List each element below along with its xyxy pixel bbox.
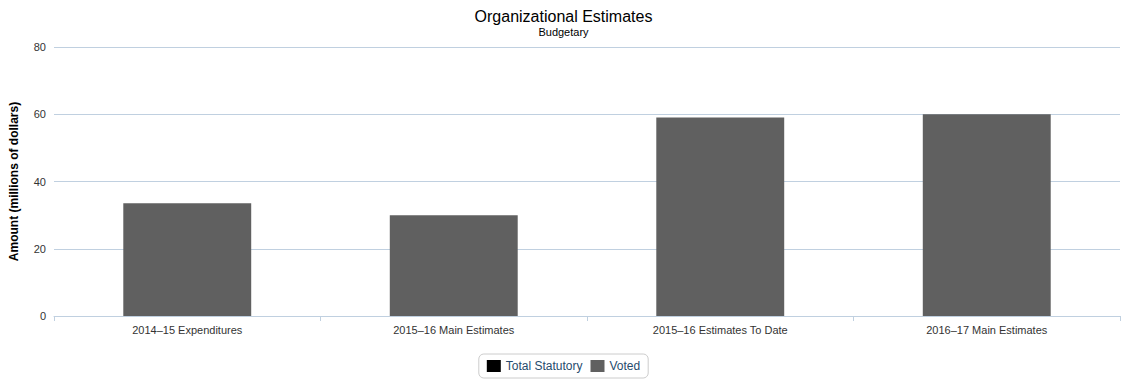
svg-text:Amount (millions of dollars): Amount (millions of dollars) <box>7 102 21 261</box>
svg-text:80: 80 <box>34 41 46 53</box>
svg-text:2016–17 Main Estimates: 2016–17 Main Estimates <box>926 324 1048 336</box>
svg-text:Budgetary: Budgetary <box>538 26 589 38</box>
svg-text:0: 0 <box>40 310 46 322</box>
svg-text:2014–15 Expenditures: 2014–15 Expenditures <box>132 324 243 336</box>
svg-text:40: 40 <box>34 176 46 188</box>
svg-text:60: 60 <box>34 108 46 120</box>
svg-text:Organizational Estimates: Organizational Estimates <box>475 8 653 25</box>
svg-text:2015–16 Main Estimates: 2015–16 Main Estimates <box>393 324 515 336</box>
svg-text:Total Statutory: Total Statutory <box>506 359 583 373</box>
svg-text:2015–16 Estimates To Date: 2015–16 Estimates To Date <box>653 324 788 336</box>
svg-text:20: 20 <box>34 243 46 255</box>
svg-text:Voted: Voted <box>610 359 641 373</box>
